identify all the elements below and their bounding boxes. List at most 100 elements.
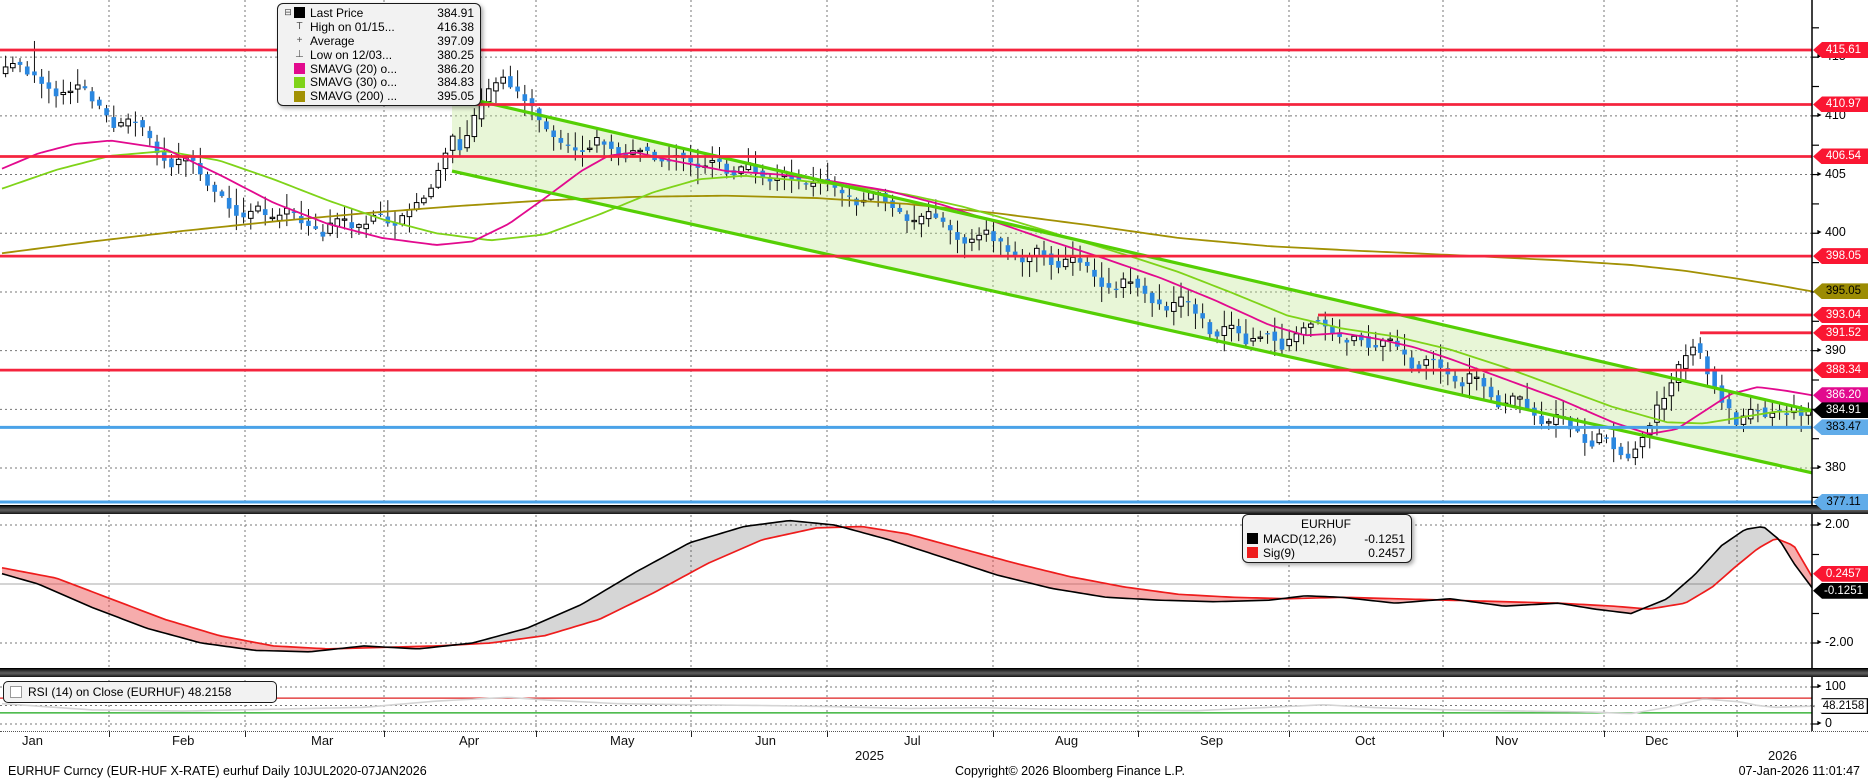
month-boundary-tick bbox=[691, 731, 692, 737]
axis-tick-arrow-icon: ► bbox=[1816, 720, 1823, 727]
legend-value: 380.25 bbox=[437, 47, 474, 62]
month-label-May: May bbox=[610, 733, 635, 748]
month-boundary-tick bbox=[245, 731, 246, 737]
sma20-line bbox=[1, 139, 1813, 435]
legend-value: 386.20 bbox=[437, 61, 474, 76]
axis-tick-arrow-icon: ► bbox=[1816, 521, 1823, 528]
month-label-Feb: Feb bbox=[172, 733, 195, 748]
axis-tick-arrow-icon: ► bbox=[1816, 639, 1823, 646]
macd-legend-box[interactable]: EURHUF MACD(12,26) -0.1251 Sig(9) 0.2457 bbox=[1242, 514, 1412, 563]
legend-value: 384.91 bbox=[437, 5, 474, 20]
rsi-series-icon bbox=[10, 686, 22, 698]
trend-channel-lines bbox=[451, 93, 1813, 475]
legend-value: 0.2457 bbox=[1368, 545, 1405, 560]
legend-value: 416.38 bbox=[437, 19, 474, 34]
macd-legend-title: EURHUF bbox=[1301, 517, 1351, 531]
axis-tick-arrow-icon: ► bbox=[1816, 53, 1823, 61]
price-legend-row-3[interactable]: ⊥ Low on 12/03... 380.25 bbox=[282, 48, 474, 62]
price-label-406.54: 406.54 bbox=[1813, 148, 1868, 165]
macd-legend-row-1[interactable]: Sig(9) 0.2457 bbox=[1247, 546, 1405, 560]
month-boundary-tick bbox=[993, 731, 994, 737]
time-axis-line bbox=[0, 731, 1868, 732]
status-instrument-text: EURHUF Curncy (EUR-HUF X-RATE) eurhuf Da… bbox=[8, 764, 427, 778]
legend-label: SMAVG (30) o... bbox=[310, 75, 398, 90]
price-tick-405: ► 405 bbox=[1816, 166, 1846, 181]
legend-label: Last Price bbox=[310, 5, 364, 20]
month-label-Aug: Aug bbox=[1055, 733, 1079, 748]
month-label-Jan: Jan bbox=[22, 733, 43, 748]
legend-label: Low on 12/03... bbox=[310, 47, 393, 62]
macd-tick--2.00: ► -2.00 bbox=[1816, 635, 1854, 649]
year-label-2026: 2026 bbox=[1768, 748, 1797, 763]
price-label-393.04: 393.04 bbox=[1813, 306, 1868, 323]
status-timestamp-text: 07-Jan-2026 11:01:47 bbox=[1738, 764, 1860, 778]
price-label-377.11: 377.11 bbox=[1813, 493, 1868, 510]
legend-marker-icon: T bbox=[296, 21, 303, 33]
month-label-Dec: Dec bbox=[1645, 733, 1669, 748]
month-boundary-tick bbox=[109, 731, 110, 737]
vertical-gridlines bbox=[108, 0, 1738, 731]
month-label-Nov: Nov bbox=[1495, 733, 1519, 748]
rsi-panel bbox=[0, 686, 1813, 725]
price-tick-380: ► 380 bbox=[1816, 460, 1846, 475]
month-label-Mar: Mar bbox=[311, 733, 334, 748]
rsi-legend-label: RSI (14) on Close (EURHUF) 48.2158 bbox=[28, 685, 232, 699]
status-copyright-text: Copyright© 2026 Bloomberg Finance L.P. bbox=[955, 764, 1185, 778]
rsi-legend-box[interactable]: RSI (14) on Close (EURHUF) 48.2158 bbox=[3, 681, 277, 703]
price-label-395.05: 395.05 bbox=[1813, 283, 1868, 300]
price-legend-row-0[interactable]: ⊟ Last Price 384.91 bbox=[282, 6, 474, 20]
legend-value: 395.05 bbox=[437, 89, 474, 104]
macd-label-0.2457: 0.2457 bbox=[1813, 565, 1868, 582]
macd-legend-row-0[interactable]: MACD(12,26) -0.1251 bbox=[1247, 532, 1405, 546]
legend-series-swatch bbox=[1247, 547, 1258, 559]
month-boundary-tick bbox=[1443, 731, 1444, 737]
legend-marker-icon: ⊥ bbox=[295, 49, 304, 61]
sma200-line bbox=[1, 194, 1813, 293]
price-label-384.91: 384.91 bbox=[1813, 402, 1868, 419]
price-legend-row-1[interactable]: T High on 01/15... 416.38 bbox=[282, 20, 474, 34]
price-label-386.20: 386.20 bbox=[1813, 387, 1868, 404]
macd-label--0.1251: -0.1251 bbox=[1813, 582, 1868, 599]
legend-series-swatch bbox=[294, 7, 305, 19]
legend-series-swatch bbox=[294, 63, 305, 74]
price-label-388.34: 388.34 bbox=[1813, 362, 1868, 379]
legend-series-swatch bbox=[1247, 533, 1258, 545]
macd-tick-2.00: ► 2.00 bbox=[1816, 517, 1850, 531]
month-label-Oct: Oct bbox=[1355, 733, 1376, 748]
legend-series-swatch bbox=[294, 76, 305, 88]
legend-label: SMAVG (200) ... bbox=[310, 89, 398, 104]
legend-label: MACD(12,26) bbox=[1263, 531, 1337, 546]
price-label-391.52: 391.52 bbox=[1813, 324, 1868, 341]
year-label-2025: 2025 bbox=[855, 748, 884, 763]
panel-separator-price-macd[interactable] bbox=[0, 505, 1868, 514]
axis-tick-arrow-icon: ► bbox=[1816, 464, 1823, 472]
rsi-label-48.2158: 48.2158 bbox=[1813, 698, 1868, 715]
month-label-Jul: Jul bbox=[904, 733, 921, 748]
axis-tick-arrow-icon: ► bbox=[1816, 683, 1823, 690]
month-boundary-tick bbox=[1289, 731, 1290, 737]
price-label-410.97: 410.97 bbox=[1813, 96, 1868, 113]
legend-label: High on 01/15... bbox=[310, 19, 395, 34]
legend-label: Average bbox=[310, 33, 355, 48]
price-legend-row-6[interactable]: SMAVG (200) ... 395.05 bbox=[282, 89, 474, 103]
month-boundary-tick bbox=[1737, 731, 1738, 737]
legend-tree-icon: ⊟ bbox=[284, 7, 292, 18]
rsi-tick-0: ► 0 bbox=[1816, 716, 1832, 730]
price-legend-row-2[interactable]: + Average 397.09 bbox=[282, 34, 474, 48]
price-label-398.05: 398.05 bbox=[1813, 248, 1868, 265]
price-legend-row-5[interactable]: SMAVG (30) o... 384.83 bbox=[282, 75, 474, 89]
legend-value: -0.1251 bbox=[1364, 531, 1405, 546]
legend-value: 397.09 bbox=[437, 33, 474, 48]
price-legend-box[interactable]: ⊟ Last Price 384.91 T High on 01/15... 416.38… bbox=[277, 3, 481, 107]
month-boundary-tick bbox=[1138, 731, 1139, 737]
month-boundary-tick bbox=[536, 731, 537, 737]
legend-label: Sig(9) bbox=[1263, 545, 1296, 560]
month-label-Apr: Apr bbox=[459, 733, 480, 748]
panel-separator-macd-rsi[interactable] bbox=[0, 668, 1868, 677]
rsi-tick-100: ► 100 bbox=[1816, 679, 1846, 693]
month-boundary-tick bbox=[384, 731, 385, 737]
price-legend-row-4[interactable]: SMAVG (20) o... 386.20 bbox=[282, 62, 474, 76]
price-tick-390: ► 390 bbox=[1816, 342, 1846, 357]
